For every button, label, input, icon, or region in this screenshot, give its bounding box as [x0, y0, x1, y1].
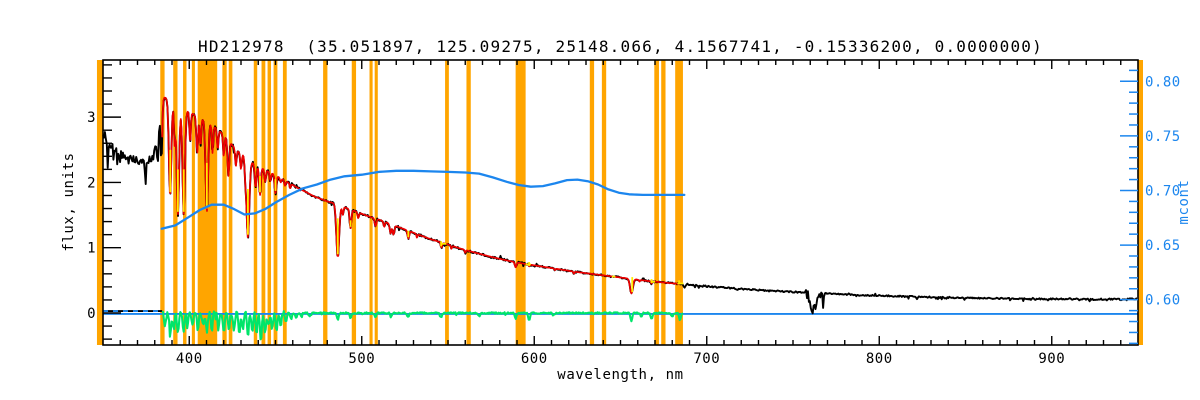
svg-text:400: 400 [176, 351, 203, 367]
svg-text:3: 3 [87, 110, 96, 126]
y-axis-label-mcont: mcont [1176, 179, 1192, 225]
x-axis-label: wavelength, nm [557, 367, 684, 383]
svg-text:0.70: 0.70 [1145, 183, 1181, 199]
svg-text:900: 900 [1038, 351, 1065, 367]
svg-text:0.60: 0.60 [1145, 293, 1181, 309]
svg-text:500: 500 [348, 351, 375, 367]
svg-text:0: 0 [87, 306, 96, 322]
svg-text:2: 2 [87, 175, 96, 191]
svg-text:600: 600 [521, 351, 548, 367]
svg-text:1: 1 [87, 241, 96, 257]
svg-text:800: 800 [866, 351, 893, 367]
svg-text:0.80: 0.80 [1145, 74, 1181, 90]
svg-text:0.65: 0.65 [1145, 238, 1181, 254]
svg-text:0.75: 0.75 [1145, 129, 1181, 145]
plot-title: HD212978 (35.051897, 125.09275, 25148.06… [198, 37, 1043, 56]
svg-text:700: 700 [693, 351, 720, 367]
y-axis-label-flux: flux, units [61, 152, 77, 252]
